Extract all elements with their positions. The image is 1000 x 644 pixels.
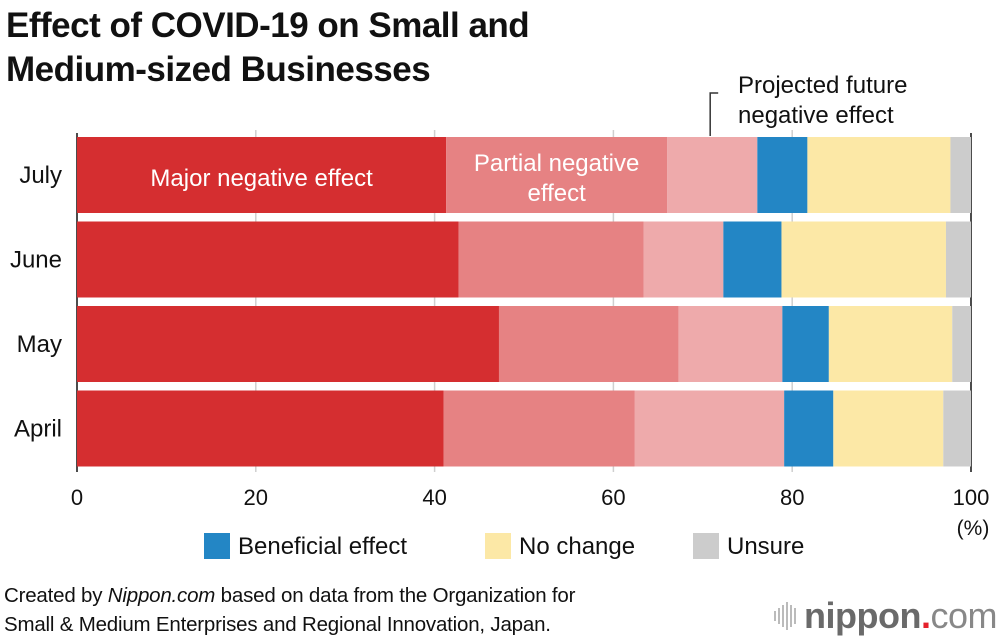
legend: Beneficial effect No change Unsure bbox=[204, 533, 804, 560]
x-tick-label: 0 bbox=[71, 485, 83, 510]
bar-segment bbox=[77, 306, 499, 382]
logo-dot: . bbox=[920, 595, 931, 636]
bar-segment bbox=[950, 137, 971, 213]
bar-segment bbox=[446, 137, 668, 213]
x-tick-label: 100 bbox=[953, 485, 990, 510]
bar-segment bbox=[945, 221, 971, 298]
annotation-projected: Projected future bbox=[738, 72, 907, 99]
legend-swatch bbox=[693, 533, 719, 559]
x-tick-label: 20 bbox=[244, 485, 268, 510]
bars bbox=[77, 137, 971, 467]
category-label: June bbox=[10, 247, 62, 274]
x-tick-label: 60 bbox=[601, 485, 625, 510]
bar-segment bbox=[667, 137, 758, 213]
bar-segment bbox=[498, 306, 679, 382]
annotation-partial: effect bbox=[527, 180, 586, 207]
logo-sound-icon bbox=[774, 602, 796, 630]
annotation-partial: Partial negative bbox=[474, 150, 639, 177]
bar-segment bbox=[784, 390, 834, 467]
source-brand: Nippon.com bbox=[107, 584, 216, 607]
legend-swatch bbox=[485, 533, 511, 559]
title-line-1: Effect of COVID-19 on Small and bbox=[6, 6, 530, 45]
bar-segment bbox=[643, 221, 724, 298]
bar-segment bbox=[828, 306, 953, 382]
category-label: May bbox=[17, 331, 62, 358]
bar-segment bbox=[943, 390, 971, 467]
annotation-leader-line bbox=[709, 92, 719, 136]
bar-segment bbox=[782, 306, 829, 382]
bar-segment bbox=[952, 306, 971, 382]
bar-segment bbox=[678, 306, 783, 382]
logo-com: com bbox=[930, 595, 997, 636]
bar-segment bbox=[757, 137, 808, 213]
annotation-major: Major negative effect bbox=[150, 165, 373, 192]
logo-word: nippon bbox=[804, 595, 921, 636]
annotation-projected: negative effect bbox=[738, 102, 894, 129]
legend-label: Unsure bbox=[727, 533, 804, 560]
bar-segment bbox=[77, 221, 459, 298]
bar-segment bbox=[77, 137, 447, 213]
bar-segment bbox=[833, 390, 944, 467]
bar-segment bbox=[723, 221, 782, 298]
bar-segment bbox=[634, 390, 785, 467]
source-line-2: Small & Medium Enterprises and Regional … bbox=[4, 613, 551, 636]
category-labels: July June May April bbox=[10, 162, 62, 443]
source-note: Created by Nippon.com based on data from… bbox=[4, 581, 575, 639]
chart-title: Effect of COVID-19 on Small and Medium-s… bbox=[6, 4, 706, 92]
bar-segment bbox=[443, 390, 635, 467]
x-tick-label: 80 bbox=[780, 485, 804, 510]
bar-segment bbox=[781, 221, 946, 298]
legend-label: Beneficial effect bbox=[238, 533, 407, 560]
source-suffix: based on data from the Organization for bbox=[215, 584, 576, 607]
title-line-2: Medium-sized Businesses bbox=[6, 50, 431, 89]
x-tick-label: 40 bbox=[422, 485, 446, 510]
annotations: Major negative effect Partial negative eff… bbox=[150, 72, 907, 207]
bar-segment bbox=[458, 221, 644, 298]
bar-segment bbox=[77, 390, 444, 467]
nippon-logo: nippon.com bbox=[774, 595, 997, 636]
legend-label: No change bbox=[519, 533, 635, 560]
source-prefix: Created by bbox=[4, 584, 108, 607]
x-tick-labels: 0 20 40 60 80 100 (%) bbox=[71, 485, 989, 540]
category-label: July bbox=[19, 162, 62, 189]
unit-label: (%) bbox=[957, 517, 990, 540]
legend-swatch bbox=[204, 533, 230, 559]
bar-segment bbox=[807, 137, 951, 213]
category-label: April bbox=[14, 416, 62, 443]
